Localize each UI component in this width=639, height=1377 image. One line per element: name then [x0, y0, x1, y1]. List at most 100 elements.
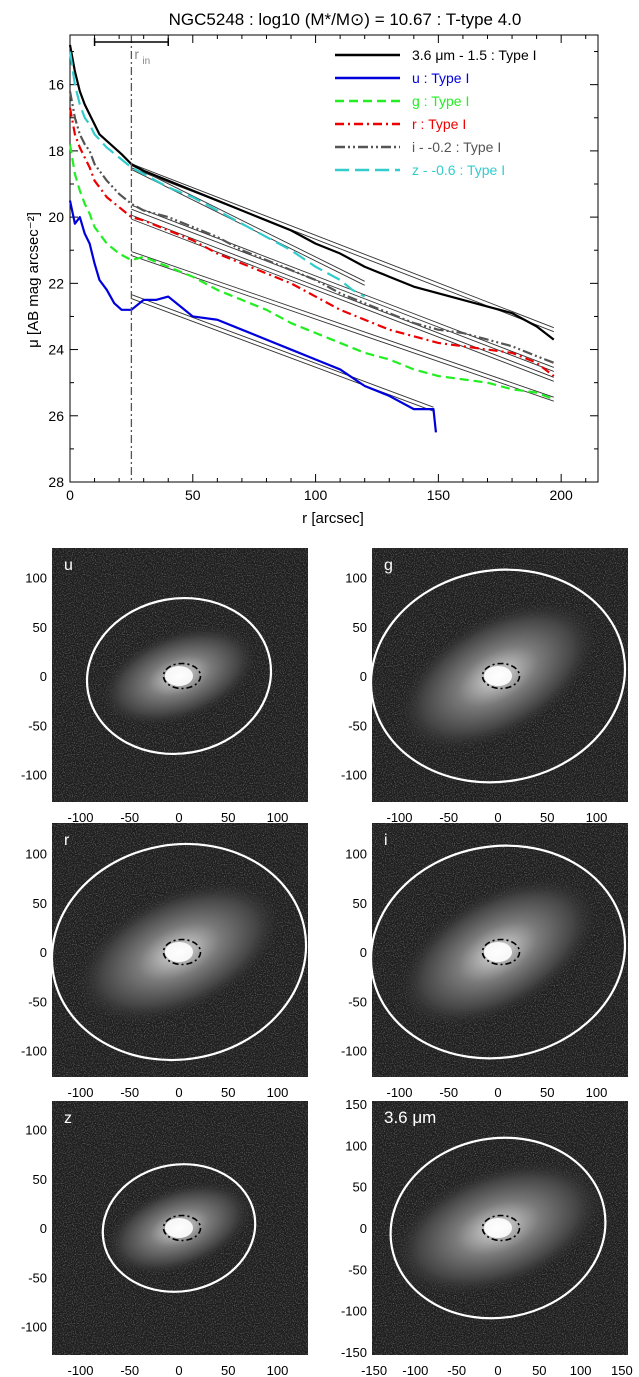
y-tick-label: 22	[48, 275, 64, 291]
panel-y-tick-label: 100	[345, 1138, 367, 1153]
panel-x-tick-label: -50	[120, 1363, 139, 1377]
legend-label-4: i - -0.2 : Type I	[412, 139, 501, 155]
panel-label: z	[64, 1110, 72, 1127]
panel-x-tick-label: 50	[221, 810, 235, 825]
r-in-ellipse	[162, 662, 202, 690]
panel-x-tick-label: 50	[532, 1363, 546, 1377]
isophote-ellipse	[101, 1163, 257, 1293]
fit-line	[131, 251, 554, 398]
isophote-ellipse	[369, 568, 627, 784]
panel-x-tick-label: 100	[570, 1363, 592, 1377]
panel-label: g	[384, 557, 393, 574]
x-axis-label: r [arcsec]	[302, 510, 364, 527]
panel-y-tick-label: 0	[360, 945, 367, 960]
axis-ticks: 0 50 100 150 200 16 18 20 22 24 26 28	[48, 35, 598, 503]
y-tick-label: 16	[48, 77, 64, 93]
panel-2: r -100 -50 0 50 100 100 50 0 -50 -100	[21, 823, 308, 1100]
r-in-annotation: r in	[93, 35, 169, 482]
x-tick-label: 100	[304, 487, 328, 503]
panel-x-tick-label: 50	[221, 1363, 235, 1377]
panel-y-tick-label: 50	[33, 620, 47, 635]
panel-label: i	[384, 832, 388, 849]
panel-y-tick-label: 0	[40, 1221, 47, 1236]
panel-5: 3.6 μm -150 -100 -50 0 50 100 150 150 100 50 0 -50 -1…	[341, 1097, 633, 1377]
panel-y-tick-label: 100	[25, 571, 47, 586]
panel-x-tick-label: 0	[494, 1363, 501, 1377]
panel-x-tick-label: 0	[175, 1085, 182, 1100]
panel-y-tick-label: 150	[345, 1097, 367, 1112]
panel-x-tick-label: 100	[586, 1085, 608, 1100]
profile-chart: NGC5248 : log10 (M*/M⊙) = 10.67 : T-type…	[25, 10, 599, 527]
panel-x-tick-label: -100	[386, 810, 412, 825]
panel-y-tick-label: 50	[33, 896, 47, 911]
panel-4: z -100 -50 0 50 100 100 50 0 -50 -100	[21, 1101, 308, 1377]
r-in-subscript: in	[142, 56, 150, 67]
galaxy-core	[484, 666, 512, 686]
r-in-ellipse	[481, 938, 521, 966]
panel-y-tick-label: -100	[21, 1044, 47, 1059]
panel-y-tick-label: -50	[28, 1270, 47, 1285]
panel-x-tick-label: 100	[586, 810, 608, 825]
fit-line	[131, 208, 554, 372]
panel-x-tick-label: 50	[221, 1085, 235, 1100]
series-line-4	[68, 91, 555, 364]
panel-y-tick-label: 100	[345, 571, 367, 586]
chart-title: NGC5248 : log10 (M*/M⊙) = 10.67 : T-type…	[169, 10, 522, 29]
panel-x-tick-label: -50	[120, 1085, 139, 1100]
isophote-ellipse	[85, 596, 273, 756]
panel-x-tick-label: -100	[67, 810, 93, 825]
panel-x-tick-label: 50	[540, 810, 554, 825]
series-line-3	[68, 107, 555, 377]
y-tick-label: 18	[48, 143, 64, 159]
panel-x-tick-label: 0	[175, 810, 182, 825]
panel-y-tick-label: -150	[341, 1345, 367, 1360]
panel-x-tick-label: -100	[402, 1363, 428, 1377]
panel-x-tick-label: -100	[386, 1085, 412, 1100]
galaxy-core	[165, 942, 193, 962]
panel-x-tick-label: -50	[447, 1363, 466, 1377]
x-tick-label: 50	[185, 487, 201, 503]
isophote-ellipse	[389, 1136, 607, 1320]
panel-y-tick-label: -100	[341, 768, 367, 783]
legend-label-1: u : Type I	[412, 70, 469, 86]
y-tick-label: 24	[48, 342, 64, 358]
fit-line	[131, 294, 434, 408]
fit-line	[131, 214, 554, 378]
panel-x-tick-label: 0	[494, 810, 501, 825]
panel-x-tick-label: 150	[611, 1363, 633, 1377]
panel-label: 3.6 μm	[384, 1108, 436, 1127]
series-line-1	[68, 200, 438, 433]
legend-label-3: r : Type I	[412, 116, 466, 132]
y-tick-label: 20	[48, 209, 64, 225]
panel-y-tick-label: 100	[345, 847, 367, 862]
r-in-label: r	[134, 46, 139, 62]
panel-x-tick-label: 0	[175, 1363, 182, 1377]
y-tick-label: 28	[48, 474, 64, 490]
fit-line	[131, 163, 554, 329]
r-in-ellipse	[481, 1214, 521, 1242]
legend-label-5: z - -0.6 : Type I	[412, 162, 505, 178]
r-in-ellipse	[481, 662, 521, 690]
panel-y-tick-label: 100	[25, 1123, 47, 1138]
panel-1: g -100 -50 0 50 100 100 50 0 -50 -100	[341, 548, 628, 825]
panel-y-tick-label: -50	[28, 994, 47, 1009]
panel-y-tick-label: -50	[28, 718, 47, 733]
legend-label-0: 3.6 μm - 1.5 : Type I	[412, 47, 537, 63]
panel-label: r	[64, 832, 70, 849]
panel-x-tick-label: -100	[67, 1363, 93, 1377]
panel-x-tick-label: 50	[540, 1085, 554, 1100]
galaxy-core	[165, 666, 193, 686]
panel-y-tick-label: -50	[348, 1262, 367, 1277]
panel-x-tick-label: 0	[494, 1085, 501, 1100]
x-tick-label: 0	[66, 487, 74, 503]
x-tick-label: 150	[427, 487, 451, 503]
series-line-0	[68, 44, 555, 341]
panel-y-tick-label: -50	[348, 994, 367, 1009]
y-axis-label: μ [AB mag arcsec⁻²]	[25, 212, 42, 348]
panel-x-tick-label: 100	[267, 1085, 289, 1100]
fit-line	[131, 165, 365, 282]
panel-y-tick-label: -100	[21, 768, 47, 783]
y-tick-label: 26	[48, 408, 64, 424]
fit-line	[131, 204, 554, 368]
